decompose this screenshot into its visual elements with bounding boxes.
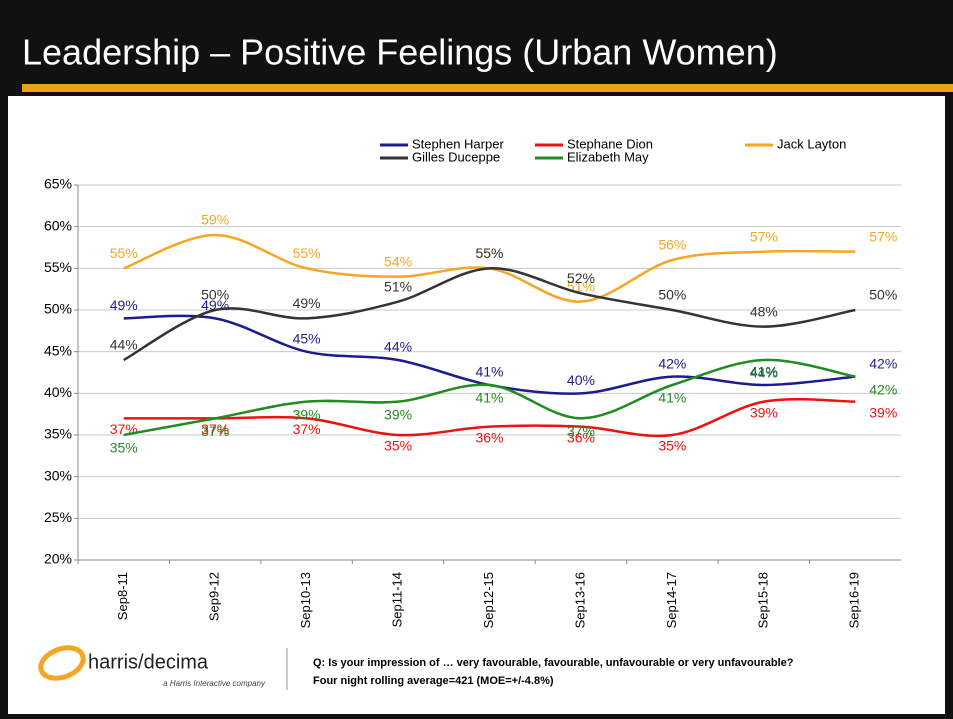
data-label: 50% xyxy=(201,287,229,303)
data-label: 55% xyxy=(475,245,503,261)
data-label: 49% xyxy=(293,295,321,311)
data-label: 57% xyxy=(869,228,897,244)
footer-note: Q: Is your impression of … very favourab… xyxy=(313,657,794,669)
y-tick-label: 50% xyxy=(44,301,72,317)
data-label: 37% xyxy=(201,421,229,437)
data-label: 56% xyxy=(658,237,686,253)
y-tick-label: 20% xyxy=(44,551,72,567)
data-label: 42% xyxy=(869,381,897,397)
logo-icon xyxy=(38,645,86,681)
data-label: 39% xyxy=(293,406,321,422)
data-label: 41% xyxy=(475,364,503,380)
series-line xyxy=(123,397,856,438)
x-tick-label: Sep16-19 xyxy=(847,572,862,628)
data-label: 42% xyxy=(658,355,686,371)
legend-label: Stephane Dion xyxy=(567,136,653,151)
x-tick-label: Sep10-13 xyxy=(298,572,313,628)
logo-tagline: a Harris Interactive company xyxy=(163,679,266,688)
data-label: 41% xyxy=(475,390,503,406)
y-tick-label: 30% xyxy=(44,467,72,483)
panel xyxy=(8,96,945,714)
data-label: 50% xyxy=(658,287,686,303)
title-bar xyxy=(22,84,953,92)
data-label: 55% xyxy=(110,245,138,261)
slide-title: Leadership – Positive Feelings (Urban Wo… xyxy=(22,32,778,73)
x-tick-label: Sep8-11 xyxy=(115,572,130,620)
data-label: 49% xyxy=(110,297,138,313)
data-label: 39% xyxy=(750,404,778,420)
data-label: 42% xyxy=(869,355,897,371)
legend-label: Jack Layton xyxy=(777,136,846,151)
x-tick-label: Sep11-14 xyxy=(389,572,404,627)
data-label: 36% xyxy=(475,429,503,445)
data-label: 35% xyxy=(110,440,138,456)
data-label: 37% xyxy=(293,421,321,437)
y-tick-label: 65% xyxy=(44,176,72,192)
y-tick-label: 45% xyxy=(44,342,72,358)
data-label: 57% xyxy=(750,228,778,244)
legend-label: Stephen Harper xyxy=(412,136,504,151)
x-tick-label: Sep12-15 xyxy=(481,572,496,628)
data-label: 35% xyxy=(384,438,412,454)
data-label: 41% xyxy=(750,364,778,380)
y-tick-label: 60% xyxy=(44,217,72,233)
data-label: 44% xyxy=(384,339,412,355)
data-label: 44% xyxy=(110,337,138,353)
data-label: 44% xyxy=(750,365,778,381)
data-label: 37% xyxy=(201,423,229,439)
data-label: 59% xyxy=(201,212,229,228)
data-label: 55% xyxy=(293,245,321,261)
data-label: 36% xyxy=(567,429,595,445)
x-tick-label: Sep14-17 xyxy=(664,572,679,628)
x-tick-label: Sep15-18 xyxy=(755,572,770,628)
data-label: 39% xyxy=(869,404,897,420)
data-label: 40% xyxy=(567,372,595,388)
data-label: 35% xyxy=(658,438,686,454)
x-tick-label: Sep9-12 xyxy=(207,572,222,621)
footer-note: Four night rolling average=421 (MOE=+/-4… xyxy=(313,675,554,687)
x-tick-label: Sep13-16 xyxy=(572,572,587,628)
y-tick-label: 55% xyxy=(44,259,72,275)
series-line xyxy=(123,267,856,362)
data-label: 55% xyxy=(475,245,503,261)
logo-text: harris/decima xyxy=(88,651,209,673)
data-label: 45% xyxy=(293,330,321,346)
series-line xyxy=(123,358,856,437)
data-label: 41% xyxy=(658,390,686,406)
data-label: 48% xyxy=(750,303,778,319)
data-label: 51% xyxy=(384,278,412,294)
data-label: 52% xyxy=(567,270,595,286)
data-label: 39% xyxy=(384,406,412,422)
y-tick-label: 40% xyxy=(44,384,72,400)
data-label: 37% xyxy=(567,423,595,439)
y-tick-label: 35% xyxy=(44,426,72,442)
legend-label: Gilles Duceppe xyxy=(412,149,500,164)
legend-label: Elizabeth May xyxy=(567,149,649,164)
data-label: 54% xyxy=(384,253,412,269)
data-label: 50% xyxy=(869,287,897,303)
y-tick-label: 25% xyxy=(44,509,72,525)
